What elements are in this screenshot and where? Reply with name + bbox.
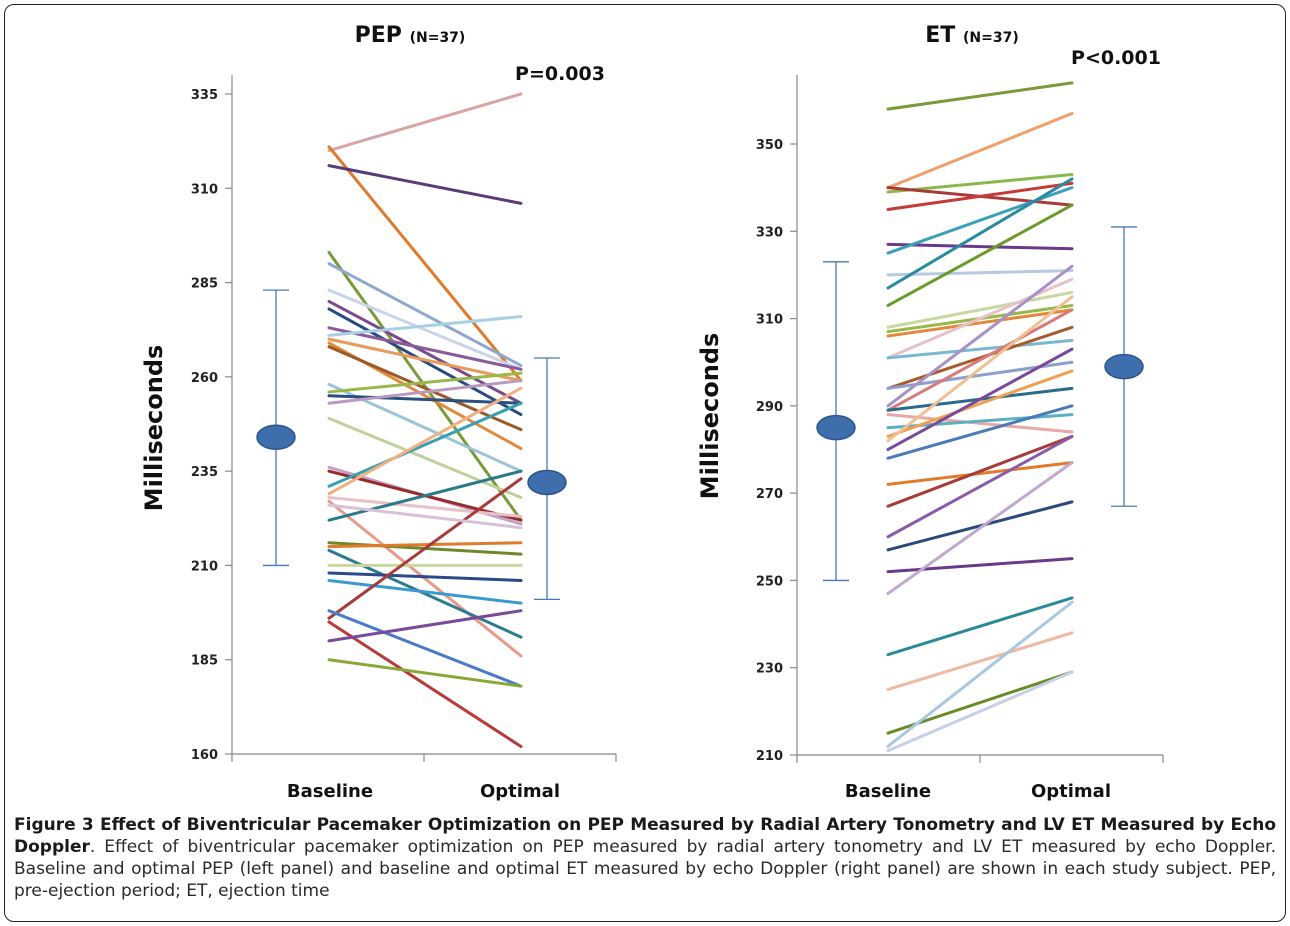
subject-series-line [327, 394, 523, 405]
subject-series-line [886, 177, 1074, 290]
y-tick-label: 310 [756, 313, 783, 328]
x-category-label: Optimal [480, 781, 560, 802]
subject-series-line [327, 401, 523, 488]
x-category-label: Optimal [1031, 781, 1111, 802]
y-tick-label: 235 [191, 465, 218, 480]
subject-series-line [886, 461, 1074, 486]
subject-series-line [886, 369, 1074, 438]
subject-series-line [327, 307, 523, 417]
subject-series-line [327, 262, 523, 368]
y-tick-label: 335 [191, 88, 218, 103]
caption-body: . Effect of biventricular pacemaker opti… [14, 837, 1276, 901]
p-value-label: P<0.001 [1071, 47, 1161, 69]
subject-series-line [327, 315, 523, 337]
subject-series-line [327, 145, 523, 383]
subject-series-line [327, 658, 523, 688]
subject-series-line [886, 596, 1074, 657]
subject-series-line [327, 164, 523, 205]
y-tick-label: 330 [756, 225, 783, 240]
figure-frame [4, 4, 1286, 922]
subject-series-line [886, 269, 1074, 277]
subject-series-line [886, 434, 1074, 539]
mean-marker [816, 414, 856, 441]
subject-series-line [886, 295, 1074, 443]
y-tick-label: 250 [756, 574, 783, 589]
subject-series-line [327, 469, 523, 522]
y-tick-label: 290 [756, 400, 783, 415]
subject-series-line [886, 670, 1074, 753]
subject-series-line [886, 347, 1074, 451]
subject-series-line [886, 434, 1074, 508]
mean-marker [527, 469, 567, 496]
subject-series-line [886, 81, 1074, 111]
subject-series-line [886, 338, 1074, 360]
subject-series-line [886, 203, 1074, 307]
y-tick-label: 260 [191, 371, 218, 386]
panel-title: PEP (N=37) [355, 23, 466, 48]
subject-series-line [327, 620, 523, 748]
mean-marker [256, 424, 296, 450]
subject-series-line [327, 416, 523, 500]
subject-series-line [327, 609, 523, 643]
subject-series-line [886, 631, 1074, 692]
subject-series-line [327, 609, 523, 688]
subject-series-line [886, 242, 1074, 251]
y-tick-label: 160 [191, 748, 218, 763]
et-panel: 210 230 250 270 290 310 330 350 Baseline Optimal M… [696, 23, 1164, 802]
y-tick-label: 270 [756, 487, 783, 502]
figure-canvas: 160 185 210 235 260 285 310 335 Baseline Optimal M… [140, 23, 1164, 802]
y-tick-label: 310 [191, 182, 218, 197]
subject-series-line [886, 461, 1074, 596]
subject-series-line [327, 548, 523, 639]
subject-series-line [327, 571, 523, 583]
subject-series-line [327, 326, 523, 371]
subject-series-line [327, 496, 523, 518]
pep-panel: 160 185 210 235 260 285 310 335 Baseline Optimal M… [140, 23, 617, 802]
p-value-label: P=0.003 [515, 63, 605, 85]
subject-series-line [886, 600, 1074, 748]
subject-series-line [327, 386, 523, 496]
panel-title: ET (N=37) [925, 23, 1018, 48]
subject-series-line [886, 277, 1074, 360]
subject-series-line [327, 337, 523, 383]
subject-series-line [327, 371, 523, 394]
figure-caption: Figure 3 Effect of Biventricular Pacemak… [14, 814, 1276, 902]
y-tick-label: 185 [191, 654, 218, 669]
subject-series-line [327, 499, 523, 658]
subject-series-line [886, 181, 1074, 211]
subject-series-line [886, 308, 1074, 338]
subject-series-line [327, 250, 523, 522]
y-tick-label: 230 [756, 662, 783, 677]
subject-series-line [886, 308, 1074, 412]
subject-series-line [327, 477, 523, 620]
y-tick-label: 350 [756, 138, 783, 153]
subject-series-line [327, 299, 523, 405]
subject-series-line [327, 379, 523, 405]
subject-series-line [327, 503, 523, 530]
subject-series-line [886, 111, 1074, 190]
y-tick-label: 285 [191, 277, 218, 292]
subject-series-line [327, 541, 523, 549]
x-category-label: Baseline [845, 781, 931, 802]
mean-marker [1104, 353, 1144, 380]
subject-series-line [886, 500, 1074, 552]
subject-series-line [886, 557, 1074, 574]
caption-title: Figure 3 Effect of Biventricular Pacemak… [14, 815, 1276, 857]
subject-series-line [327, 579, 523, 605]
y-tick-label: 210 [191, 559, 218, 574]
y-axis-title: Milliseconds [140, 345, 168, 512]
subject-series-line [327, 92, 523, 153]
y-tick-label: 210 [756, 749, 783, 764]
x-category-label: Baseline [287, 781, 373, 802]
subject-series-line [886, 264, 1074, 408]
subject-series-line [886, 290, 1074, 329]
subject-series-line [327, 288, 523, 371]
subject-series-line [886, 404, 1074, 460]
subject-series-line [886, 325, 1074, 390]
y-axis-title: Milliseconds [696, 333, 724, 500]
